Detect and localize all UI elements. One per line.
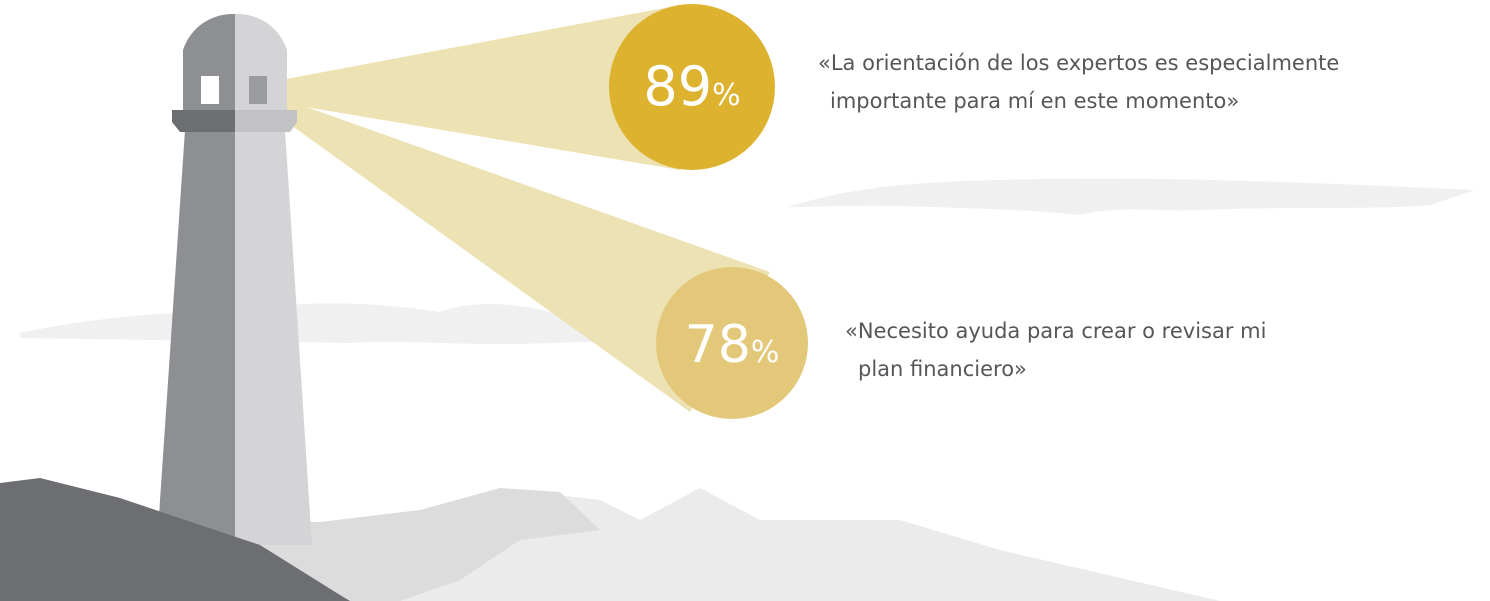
quote-line: «La orientación de los expertos es espec… xyxy=(818,51,1339,75)
dome xyxy=(183,14,235,65)
window xyxy=(249,76,267,104)
infographic: 89% 78% «La orientación de los expertos … xyxy=(0,0,1490,601)
window xyxy=(201,76,219,104)
stat-unit: % xyxy=(751,335,780,370)
stat-value: 89 xyxy=(643,55,712,118)
stat-value: 78 xyxy=(685,315,751,375)
dome xyxy=(235,14,287,65)
gallery xyxy=(172,110,235,132)
quote-line: «Necesito ayuda para crear o revisar mi xyxy=(845,319,1266,343)
quote-line: plan financiero» xyxy=(858,357,1027,381)
stat-unit: % xyxy=(712,78,741,113)
cloud xyxy=(788,178,1475,215)
gallery xyxy=(235,110,297,132)
quote-line: importante para mí en este momento» xyxy=(830,89,1239,113)
